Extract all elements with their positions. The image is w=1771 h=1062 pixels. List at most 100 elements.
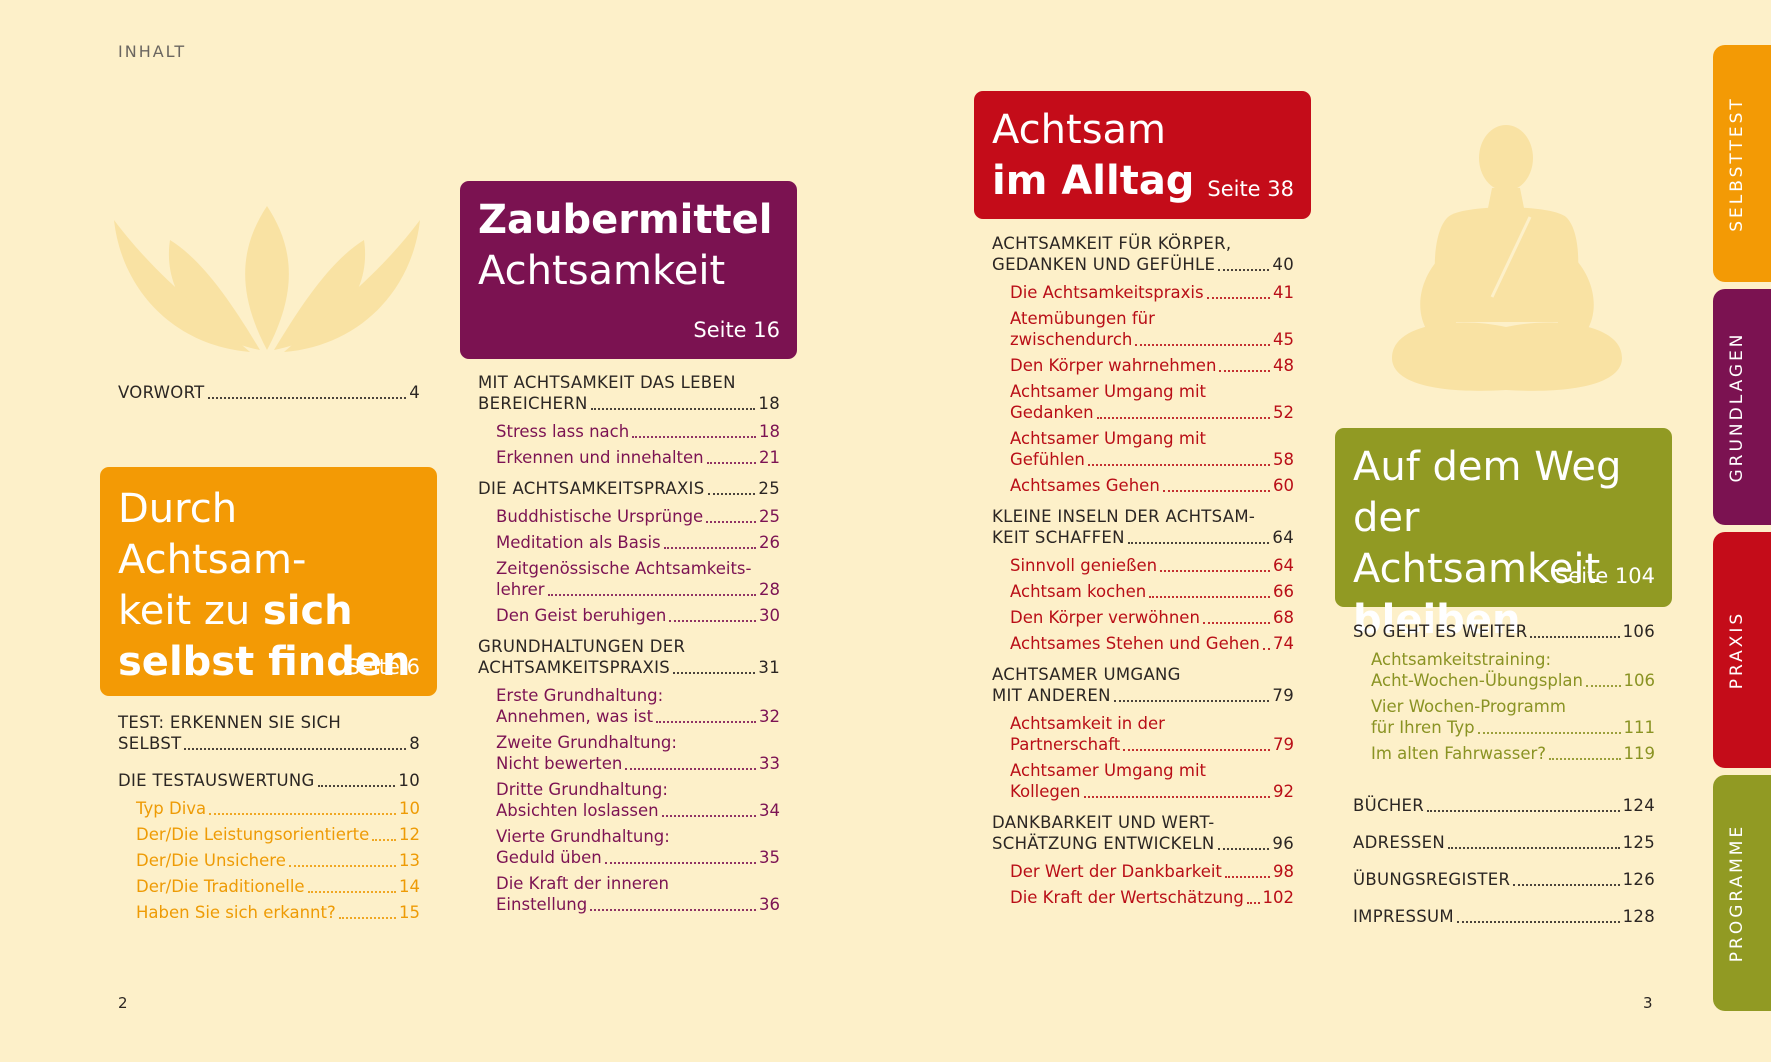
tab-praxis[interactable]: PRAXIS [1713, 532, 1771, 768]
toc-title: Erste Grundhaltung: [496, 686, 664, 705]
chapter-title-line: Achtsam [992, 107, 1167, 153]
tab-label: SELBSTTEST [1727, 95, 1747, 232]
chapter-title-bold: im Alltag [992, 158, 1195, 204]
toc-subentry[interactable]: Sinnvoll genießen 64 [992, 555, 1294, 577]
toc-title: Achtsamer Umgang mit [1010, 382, 1206, 401]
tab-programme[interactable]: PROGRAMME [1713, 775, 1771, 1011]
toc-subentry[interactable]: Erste Grundhaltung: Annehmen, was ist 32 [478, 685, 780, 728]
toc-subentry[interactable]: Achtsames Stehen und Gehen 74 [992, 633, 1294, 655]
toc-subentry[interactable]: Im alten Fahrwasser? 119 [1353, 743, 1655, 765]
toc-entry[interactable]: GRUNDHALTUNGEN DER ACHTSAMKEITSPRAXIS 31 [478, 636, 780, 679]
dot-leader [372, 839, 396, 841]
toc-subentry[interactable]: Achtsamer Umgang mit Gedanken 52 [992, 381, 1294, 424]
toc-title: Achtsamer Umgang mit [1010, 429, 1206, 448]
toc-page: 92 [1273, 782, 1294, 801]
toc-subentry[interactable]: Zeitgenössische Achtsamkeits- lehrer 28 [478, 558, 780, 601]
toc-subentry[interactable]: Haben Sie sich erkannt? 15 [118, 902, 420, 924]
dot-leader [1218, 269, 1270, 271]
toc-subentry[interactable]: Die Kraft der inneren Einstellung 36 [478, 873, 780, 916]
toc-entry[interactable]: ÜBUNGSREGISTER 126 [1353, 869, 1655, 891]
toc-subentry[interactable]: Den Körper wahrnehmen 48 [992, 355, 1294, 377]
dot-leader [661, 815, 756, 817]
toc-page: 96 [1272, 834, 1294, 853]
chapter-title-bold: selbst finden [118, 639, 411, 685]
toc-title: Achtsames Gehen [1010, 476, 1160, 495]
chapter-box-grundlagen[interactable]: Zaubermittel Achtsamkeit Seite 16 [460, 181, 797, 359]
chapter-box-programme[interactable]: Auf dem Weg der Achtsamkeit bleiben Seit… [1335, 428, 1672, 643]
toc-subentry[interactable]: Stress lass nach 18 [478, 421, 780, 443]
dot-leader [1096, 417, 1270, 419]
toc-title: Der/Die Leistungsorientierte [136, 825, 370, 844]
toc-subentry[interactable]: Den Geist beruhigen 30 [478, 605, 780, 627]
toc-subentry[interactable]: Typ Diva 10 [118, 798, 420, 820]
toc-entry[interactable]: ACHTSAMER UMGANG MIT ANDEREN 79 [992, 664, 1294, 707]
toc-entry[interactable]: KLEINE INSELN DER ACHTSAM- KEIT SCHAFFEN… [992, 506, 1294, 549]
toc-entry[interactable]: MIT ACHTSAMKEIT DAS LEBEN BEREICHERN 18 [478, 372, 780, 415]
dot-leader [1206, 297, 1270, 299]
toc-entry-test[interactable]: TEST: ERKENNEN SIE SICH SELBST 8 [118, 712, 420, 755]
toc-title: Annehmen, was ist [496, 707, 654, 726]
toc-subentry[interactable]: Achtsamer Umgang mit Kollegen 92 [992, 760, 1294, 803]
toc-page: 18 [758, 394, 780, 413]
toc-subentry[interactable]: Meditation als Basis 26 [478, 532, 780, 554]
toc-entry[interactable]: DANKBARKEIT UND WERT- SCHÄTZUNG ENTWICKE… [992, 812, 1294, 855]
toc-entry-auswertung[interactable]: DIE TESTAUSWERTUNG 10 [118, 770, 420, 792]
toc-subentry[interactable]: Achtsamkeit in der Partnerschaft 79 [992, 713, 1294, 756]
toc-entry[interactable]: SO GEHT ES WEITER 106 [1353, 621, 1655, 643]
toc-page: 68 [1273, 608, 1294, 627]
toc-entry-vorwort[interactable]: VORWORT 4 [118, 382, 420, 404]
toc-subentry[interactable]: Den Körper verwöhnen 68 [992, 607, 1294, 629]
toc-subentry[interactable]: Atemübungen für zwischendurch 45 [992, 308, 1294, 351]
tab-label: GRUNDLAGEN [1727, 331, 1747, 483]
toc-entry[interactable]: ADRESSEN 125 [1353, 832, 1655, 854]
toc-title: Geduld üben [496, 848, 602, 867]
toc-subentry[interactable]: Zweite Grundhaltung: Nicht bewerten 33 [478, 732, 780, 775]
toc-subentry[interactable]: Achtsamer Umgang mit Gefühlen 58 [992, 428, 1294, 471]
toc-column-2: MIT ACHTSAMKEIT DAS LEBEN BEREICHERN 18 S… [478, 372, 780, 916]
toc-subentry[interactable]: Achtsam kochen 66 [992, 581, 1294, 603]
toc-subentry[interactable]: Erkennen und innehalten 21 [478, 447, 780, 469]
toc-subentry[interactable]: Dritte Grundhaltung: Absichten loslassen 3… [478, 779, 780, 822]
toc-title: Achtsamer Umgang mit [1010, 761, 1206, 780]
toc-title: SCHÄTZUNG ENTWICKELN [992, 834, 1215, 853]
dot-leader [207, 397, 407, 399]
page-number-right: 3 [1643, 994, 1653, 1012]
tab-selbsttest[interactable]: SELBSTTEST [1713, 45, 1771, 282]
toc-column-3: ACHTSAMKEIT FÜR KÖRPER, GEDANKEN UND GEF… [992, 233, 1294, 909]
toc-page: 13 [399, 851, 420, 870]
toc-subentry[interactable]: Achtsamkeitstraining: Acht-Wochen-Übungsp… [1353, 649, 1655, 692]
toc-title: Achtsamkeitstraining: [1371, 650, 1552, 669]
toc-title: GRUNDHALTUNGEN DER [478, 637, 686, 656]
toc-subentry[interactable]: Achtsames Gehen 60 [992, 475, 1294, 497]
toc-subentry[interactable]: Der Wert der Dankbarkeit 98 [992, 861, 1294, 883]
toc-title: Vier Wochen-Programm [1371, 697, 1566, 716]
dot-leader [1477, 732, 1621, 734]
toc-title: Absichten loslassen [496, 801, 659, 820]
toc-subentry[interactable]: Die Achtsamkeitspraxis 41 [992, 282, 1294, 304]
toc-entry[interactable]: ACHTSAMKEIT FÜR KÖRPER, GEDANKEN UND GEF… [992, 233, 1294, 276]
toc-subentry[interactable]: Der/Die Unsichere 13 [118, 850, 420, 872]
toc-subentry[interactable]: Vierte Grundhaltung: Geduld üben 35 [478, 826, 780, 869]
toc-page: 45 [1273, 330, 1294, 349]
chapter-title-bold: bleiben [1353, 597, 1521, 643]
toc-entry[interactable]: IMPRESSUM 128 [1353, 906, 1655, 928]
toc-page: 28 [759, 580, 780, 599]
toc-page: 106 [1622, 622, 1655, 641]
toc-entry[interactable]: DIE ACHTSAMKEITSPRAXIS 25 [478, 478, 780, 500]
toc-title: Gefühlen [1010, 450, 1085, 469]
toc-page: 111 [1623, 718, 1656, 737]
toc-subentry[interactable]: Die Kraft der Wertschätzung 102 [992, 887, 1294, 909]
chapter-box-selbsttest[interactable]: Durch Achtsam- keit zu sich selbst finde… [100, 467, 437, 696]
toc-subentry[interactable]: Der/Die Traditionelle 14 [118, 876, 420, 898]
toc-page: 64 [1273, 556, 1294, 575]
toc-subentry[interactable]: Vier Wochen-Programm für Ihren Typ 111 [1353, 696, 1655, 739]
toc-subentry[interactable]: Der/Die Leistungsorientierte 12 [118, 824, 420, 846]
dot-leader [1262, 648, 1270, 650]
dot-leader [1448, 847, 1620, 849]
chapter-box-praxis[interactable]: Achtsam im Alltag Seite 38 [974, 91, 1311, 219]
toc-entry[interactable]: BÜCHER 124 [1353, 795, 1655, 817]
toc-title: Erkennen und innehalten [496, 448, 704, 467]
chapter-title-bold: sich [262, 588, 353, 634]
toc-subentry[interactable]: Buddhistische Ursprünge 25 [478, 506, 780, 528]
tab-grundlagen[interactable]: GRUNDLAGEN [1713, 289, 1771, 525]
